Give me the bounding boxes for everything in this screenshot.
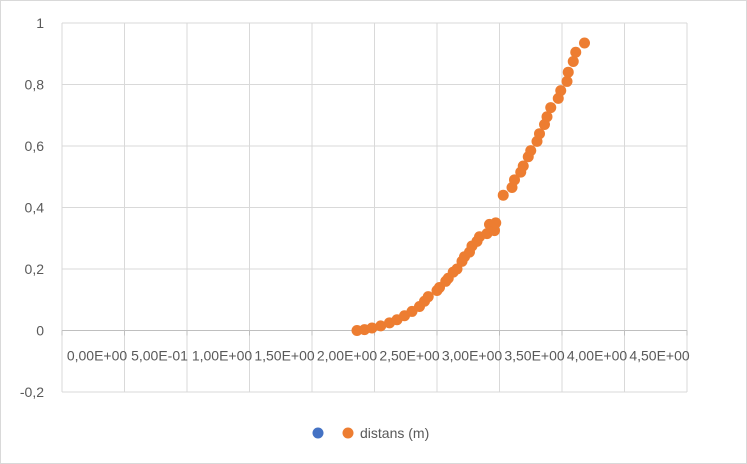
- y-tick-label: 0,8: [25, 77, 45, 93]
- data-point: [570, 46, 582, 58]
- x-tick-label: 0,00E+00: [67, 348, 128, 364]
- data-point: [561, 75, 573, 87]
- legend-label: distans (m): [360, 425, 429, 441]
- data-point: [579, 37, 590, 49]
- data-point: [541, 111, 553, 123]
- y-tick-label: 0,6: [25, 138, 45, 154]
- data-point: [562, 66, 574, 78]
- x-tick-label: 1,50E+00: [254, 348, 315, 364]
- data-point: [545, 102, 557, 114]
- y-tick-label: 0,2: [25, 261, 45, 277]
- data-point: [525, 145, 537, 157]
- data-point: [517, 160, 529, 172]
- x-tick-label: 3,00E+00: [442, 348, 503, 364]
- y-tick-label: 1: [36, 15, 44, 31]
- x-tick-label: 2,50E+00: [379, 348, 440, 364]
- x-tick-label: 2,00E+00: [317, 348, 378, 364]
- data-point: [422, 291, 434, 303]
- y-tick-label: -0,2: [20, 384, 44, 400]
- data-point: [490, 217, 502, 229]
- data-point: [366, 322, 378, 334]
- x-tick-label: 4,50E+00: [629, 348, 690, 364]
- legend-marker: [342, 427, 354, 439]
- data-point: [567, 55, 579, 67]
- x-tick-label: 4,00E+00: [567, 348, 628, 364]
- data-point: [497, 189, 509, 201]
- y-tick-label: 0,4: [25, 200, 45, 216]
- legend-marker: [312, 427, 324, 439]
- data-point: [534, 128, 545, 140]
- x-tick-label: 3,50E+00: [504, 348, 565, 364]
- data-point: [509, 174, 520, 186]
- data-point: [375, 320, 387, 332]
- data-point: [555, 85, 567, 97]
- x-tick-label: 5,00E-01: [131, 348, 188, 364]
- x-tick-label: 1,00E+00: [192, 348, 253, 364]
- y-tick-label: 0: [36, 323, 44, 339]
